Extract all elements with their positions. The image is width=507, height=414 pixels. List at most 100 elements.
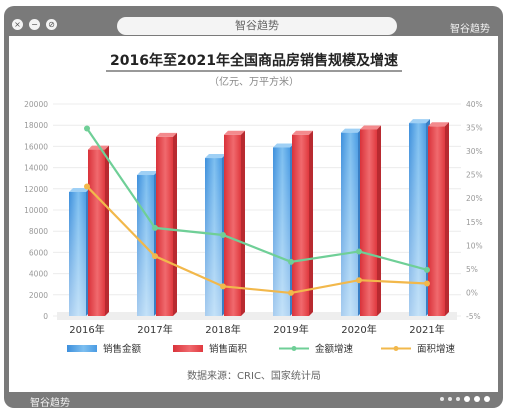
y-left-tick-label: 6000 [29, 248, 48, 257]
bars [69, 119, 449, 316]
bar-sales-amount-top [341, 128, 362, 133]
legend-sales-area-swatch [173, 345, 203, 352]
y-left-ticks: 0 2000 4000 6000 8000 10000 12000 14000 16000 180… [24, 100, 48, 321]
legend-amount-growth-marker [291, 346, 297, 351]
x-tick-label: 2018年 [205, 323, 240, 336]
point-amount-growth [220, 231, 226, 238]
bar-sales-area-top [156, 132, 177, 137]
bar-sales-amount-top [69, 187, 90, 192]
y-right-tick-label: 5% [466, 265, 478, 274]
bar-sales-area [88, 149, 105, 316]
title-bar: × − ⊘ 智谷趋势 智谷趋势 [4, 6, 503, 36]
bar-sales-area-top [428, 122, 449, 127]
point-amount-growth [288, 258, 294, 265]
bar-sales-amount-fade [409, 123, 426, 316]
x-tick-label: 2016年 [69, 323, 104, 336]
bar-sales-area-top [224, 130, 245, 135]
y-right-tick-label: 15% [466, 218, 483, 227]
x-tick-label: 2019年 [273, 323, 308, 336]
chart-svg: 2016年至2021年全国商品房销售规模及增速 （亿元、万平方米） 0 2000 4… [24, 52, 483, 382]
restore-icon[interactable]: ⊘ [46, 19, 57, 30]
page-dot[interactable] [464, 396, 470, 402]
address-bar[interactable]: 智谷趋势 [117, 17, 397, 35]
brand-logo-top: 智谷趋势 [450, 24, 490, 35]
bar-sales-area-side [105, 145, 109, 316]
y-left-tick-label: 4000 [29, 270, 48, 279]
y-right-tick-label: 40% [466, 100, 483, 109]
source-note: 数据来源：CRIC、国家统计局 [187, 369, 321, 382]
page-indicator[interactable] [440, 396, 490, 402]
bottom-bar [4, 392, 503, 408]
page-dot[interactable] [448, 397, 452, 401]
bar-sales-amount-top [273, 143, 294, 148]
address-label: 智谷趋势 [235, 19, 279, 32]
bar-sales-area-side [309, 130, 313, 316]
y-right-tick-label: 30% [466, 147, 483, 156]
bar-sales-amount-top [409, 119, 430, 124]
bar-sales-area-side [241, 130, 245, 316]
bar-sales-amount-fade [273, 147, 290, 316]
chart-subtitle: （亿元、万平方米） [209, 75, 299, 88]
bar-sales-amount-top [205, 154, 226, 159]
bar-sales-area-side [173, 132, 177, 316]
legend-area-growth-label: 面积增速 [417, 343, 456, 355]
line-amount-growth [86, 127, 428, 271]
y-left-tick-label: 2000 [29, 291, 48, 300]
x-tick-label: 2017年 [137, 323, 172, 336]
point-amount-growth [356, 248, 362, 255]
bar-sales-area-top [88, 145, 109, 150]
brand-logo-bottom: 智谷趋势 [30, 398, 70, 409]
chart-panel: 2016年至2021年全国商品房销售规模及增速 （亿元、万平方米） 0 2000 4… [9, 36, 498, 392]
point-area-growth [84, 183, 90, 190]
y-right-tick-label: -5% [466, 312, 481, 321]
floor-plate [57, 312, 457, 320]
point-amount-growth [152, 224, 158, 231]
y-right-tick-label: 10% [466, 241, 483, 250]
legend-sales-amount-swatch [67, 345, 97, 352]
bar-sales-amount-top [137, 171, 158, 176]
y-right-ticks: -5% 0% 5% 10% 15% 20% 25% 30% 35% 40% [466, 100, 483, 321]
bar-sales-area [292, 134, 309, 316]
bar-sales-amount-fade [341, 132, 358, 316]
y-left-tick-label: 16000 [24, 142, 48, 151]
y-right-tick-label: 20% [466, 194, 483, 203]
y-left-tick-label: 10000 [24, 206, 48, 215]
bar-sales-area [360, 129, 377, 316]
bar-sales-amount-fade [205, 158, 222, 316]
y-right-tick-label: 0% [466, 288, 478, 297]
bar-sales-area-side [377, 125, 381, 316]
page-dot[interactable] [484, 396, 490, 402]
bar-sales-area [428, 126, 445, 316]
legend-sales-area-label: 销售面积 [209, 343, 248, 355]
growth-lines [84, 125, 430, 296]
x-tick-label: 2021年 [409, 323, 444, 336]
x-tick-labels: 2016年 2017年 2018年 2019年 2020年 2021年 [69, 323, 444, 336]
y-left-tick-label: 14000 [24, 164, 48, 173]
y-left-tick-label: 12000 [24, 185, 48, 194]
y-left-tick-label: 18000 [24, 121, 48, 130]
bar-sales-area-side [445, 122, 449, 316]
point-area-growth [220, 283, 226, 290]
legend: 销售金额 销售面积 金额增速 面积增速 [67, 343, 456, 355]
point-area-growth [152, 253, 158, 260]
bar-sales-area [156, 136, 173, 316]
point-area-growth [356, 277, 362, 284]
point-area-growth [424, 280, 430, 287]
page-dot[interactable] [474, 396, 480, 402]
minimize-icon[interactable]: − [29, 19, 40, 30]
page-dot[interactable] [440, 397, 444, 401]
point-amount-growth [84, 125, 90, 132]
x-tick-label: 2020年 [341, 323, 376, 336]
y-right-tick-label: 25% [466, 171, 483, 180]
line-area-growth [86, 185, 428, 295]
bar-sales-area-top [360, 125, 381, 130]
y-left-tick-label: 20000 [24, 100, 48, 109]
close-icon[interactable]: × [12, 19, 23, 30]
chart-title: 2016年至2021年全国商品房销售规模及增速 [110, 52, 398, 69]
point-amount-growth [424, 266, 430, 273]
legend-amount-growth-label: 金额增速 [315, 343, 354, 355]
page-dot[interactable] [456, 397, 460, 401]
y-left-tick-label: 8000 [29, 227, 48, 236]
grid [53, 103, 461, 317]
bar-sales-amount-fade [69, 191, 86, 316]
